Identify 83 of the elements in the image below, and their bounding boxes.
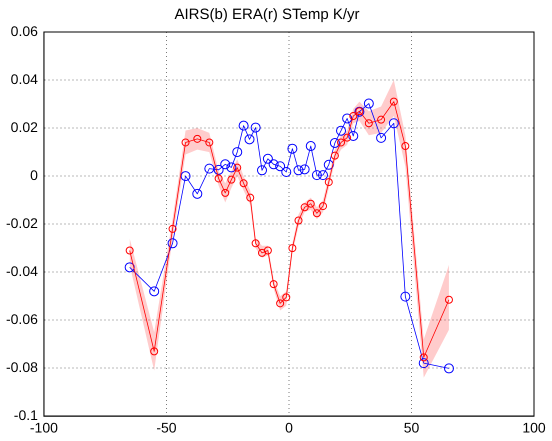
point: [126, 246, 134, 255]
y-tick-label: -0.06: [6, 311, 38, 328]
point: [388, 118, 399, 128]
point: [287, 144, 298, 154]
point: [276, 299, 284, 308]
point: [364, 98, 374, 109]
point: [168, 238, 178, 248]
point: [330, 152, 339, 160]
y-tick-label: 0.06: [10, 22, 38, 39]
point: [294, 216, 303, 224]
point: [221, 188, 230, 197]
point: [300, 164, 310, 174]
y-tick-label: -0.04: [6, 262, 38, 279]
point: [227, 176, 236, 184]
point: [257, 165, 267, 176]
point: [420, 353, 428, 362]
point: [168, 224, 177, 233]
point: [343, 134, 352, 142]
point: [376, 132, 386, 143]
point: [246, 194, 254, 202]
point: [324, 178, 333, 186]
point: [252, 239, 260, 248]
point: [205, 138, 214, 146]
point: [342, 113, 352, 124]
x-tick-label: 100: [522, 419, 546, 436]
y-tick-label: 0.04: [10, 70, 38, 87]
point: [400, 292, 410, 302]
point: [233, 164, 242, 172]
point: [306, 200, 315, 208]
point: [204, 164, 214, 174]
point: [238, 120, 249, 131]
point: [264, 246, 272, 255]
y-tick-label: -0.02: [6, 214, 38, 231]
point: [312, 209, 321, 218]
point: [244, 134, 255, 144]
point: [258, 248, 266, 257]
point: [336, 126, 346, 136]
point: [312, 170, 322, 180]
point: [300, 203, 309, 212]
point: [348, 130, 358, 141]
x-tick-label: -50: [156, 419, 177, 436]
point: [275, 161, 286, 172]
point: [250, 122, 261, 133]
point: [319, 202, 328, 210]
point: [214, 174, 223, 182]
point: [401, 142, 410, 150]
point: [182, 138, 190, 146]
point: [294, 165, 304, 176]
point: [180, 171, 191, 182]
y-tick-label: 0: [30, 166, 38, 183]
chart-title: AIRS(b) ERA(r) STemp K/yr: [174, 6, 360, 24]
point: [349, 112, 358, 120]
point: [306, 141, 316, 152]
point: [232, 147, 242, 158]
point: [192, 188, 202, 199]
point: [337, 138, 346, 146]
point: [288, 244, 296, 252]
x-tick-label: 0: [285, 419, 294, 436]
point: [214, 164, 224, 175]
point: [364, 119, 373, 128]
point: [262, 154, 273, 164]
y-tick-label: -0.08: [6, 359, 38, 376]
point: [124, 262, 135, 272]
point: [444, 363, 454, 374]
point: [220, 159, 230, 170]
point: [281, 166, 292, 177]
point: [330, 138, 340, 148]
point: [390, 98, 398, 106]
point: [324, 160, 334, 170]
x-tick-label: 50: [404, 419, 420, 436]
point: [149, 286, 160, 296]
point: [270, 280, 278, 288]
point: [240, 179, 248, 188]
point: [226, 162, 236, 172]
point: [377, 116, 386, 124]
point: [444, 296, 453, 304]
point: [318, 170, 328, 180]
point: [282, 293, 290, 302]
point: [150, 347, 158, 356]
point: [193, 134, 202, 143]
y-tick-label: 0.02: [10, 118, 38, 135]
point: [418, 358, 429, 368]
point: [268, 159, 279, 170]
